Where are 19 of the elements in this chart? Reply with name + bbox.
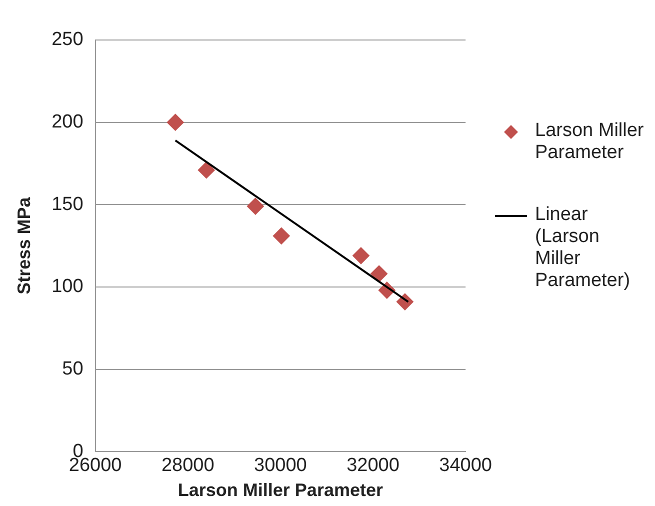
x-tick-label: 34000: [439, 455, 492, 476]
point: [166, 114, 184, 131]
legend-label: Larson Miller Parameter: [535, 120, 645, 164]
x-tick-label: 32000: [346, 455, 400, 476]
x-tick-label: 28000: [161, 455, 214, 476]
y-tick-label: 250: [52, 29, 84, 50]
point: [246, 198, 264, 215]
y-tick-label: 200: [52, 112, 84, 133]
x-axis-title: Larson Miller Parameter: [178, 480, 383, 500]
point: [370, 265, 388, 282]
point: [352, 247, 370, 264]
y-axis-title: Stress MPa: [14, 196, 34, 294]
y-tick-label: 150: [52, 194, 84, 215]
legend-label: Linear (Larson Miller Parameter): [535, 204, 632, 292]
y-tick-label: 100: [52, 276, 84, 298]
point: [198, 162, 215, 179]
x-tick-label: 30000: [254, 455, 307, 476]
point: [272, 227, 290, 244]
y-tick-label: 50: [62, 358, 84, 380]
